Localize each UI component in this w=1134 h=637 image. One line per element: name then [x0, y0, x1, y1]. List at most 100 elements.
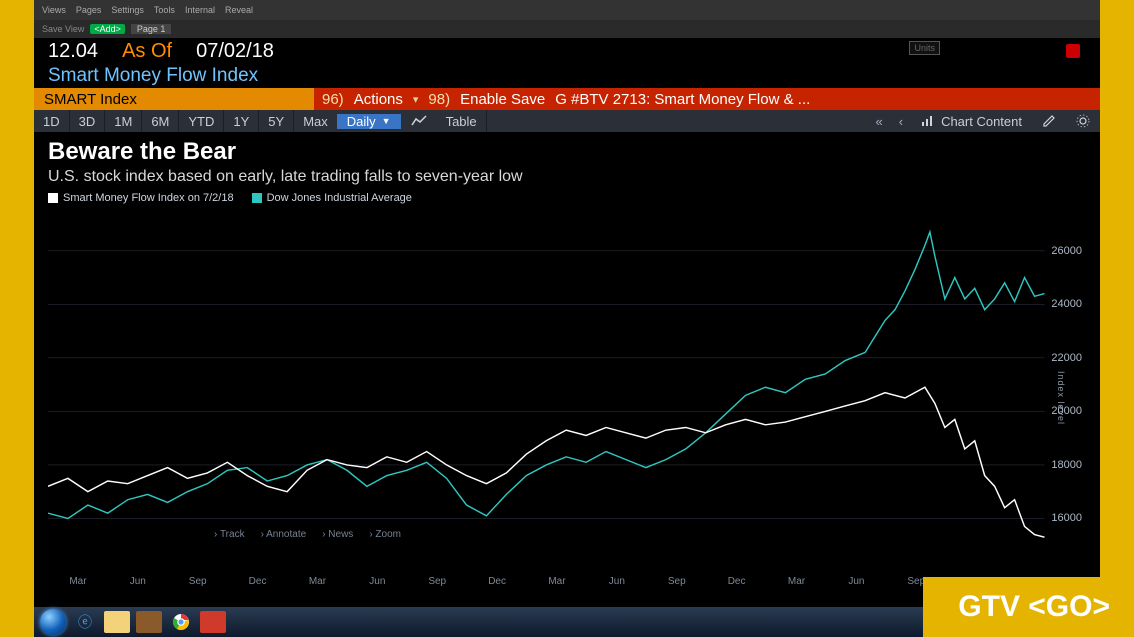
y-tick-label: 18000: [1051, 459, 1082, 471]
menu-item[interactable]: Views: [42, 5, 66, 15]
x-tick-label: Mar: [309, 576, 326, 587]
alert-indicator-icon[interactable]: [1066, 44, 1080, 58]
terminal-tabbar: Save View <Add> Page 1: [34, 20, 1100, 38]
chart-content-button[interactable]: Chart Content: [911, 114, 1032, 129]
legend-item-djia[interactable]: Dow Jones Industrial Average: [252, 192, 412, 204]
x-tick-label: Dec: [249, 576, 267, 587]
chart-type-icon[interactable]: [401, 115, 437, 127]
x-tick-label: Jun: [609, 576, 625, 587]
legend-label: Smart Money Flow Index on 7/2/18: [63, 192, 234, 204]
period-1m[interactable]: 1M: [105, 110, 142, 132]
period-ytd[interactable]: YTD: [179, 110, 224, 132]
settings-icon[interactable]: [1066, 114, 1100, 128]
tool-annotate[interactable]: Annotate: [261, 529, 307, 540]
asof-row: 12.04 As Of 07/02/18 Units: [34, 38, 1100, 64]
x-tick-label: Sep: [428, 576, 446, 587]
chart-tool-hints: Track Annotate News Zoom: [214, 529, 401, 540]
action-bar: SMART Index 96) Actions ▾ 98) Enable Sav…: [34, 88, 1100, 110]
chart-content-icon: [921, 115, 935, 127]
x-tick-label: Mar: [69, 576, 86, 587]
x-tick-label: Dec: [728, 576, 746, 587]
legend-label: Dow Jones Industrial Average: [267, 192, 412, 204]
ticker-input[interactable]: SMART Index: [34, 88, 314, 110]
chart-svg: [48, 224, 1086, 572]
ie-icon[interactable]: ⓔ: [72, 611, 98, 633]
chart-legend: Smart Money Flow Index on 7/2/18 Dow Jon…: [34, 186, 1100, 204]
gtv-go-badge: GTV <GO>: [923, 577, 1134, 637]
app-icon[interactable]: [200, 611, 226, 633]
tool-track[interactable]: Track: [214, 529, 245, 540]
y-tick-label: 20000: [1051, 405, 1082, 417]
period-3d[interactable]: 3D: [70, 110, 106, 132]
y-tick-label: 26000: [1051, 245, 1082, 257]
x-tick-label: Jun: [130, 576, 146, 587]
chevron-down-icon: ▼: [382, 116, 391, 126]
frequency-dropdown[interactable]: Daily ▼: [337, 114, 401, 129]
x-tick-label: Jun: [848, 576, 864, 587]
legend-swatch: [252, 193, 262, 203]
x-tick-label: Sep: [189, 576, 207, 587]
scroll-left-icon[interactable]: «: [867, 114, 890, 129]
menu-item[interactable]: Settings: [111, 5, 144, 15]
period-5y[interactable]: 5Y: [259, 110, 294, 132]
x-tick-label: Sep: [668, 576, 686, 587]
actions-menu[interactable]: Actions: [354, 91, 403, 108]
period-6m[interactable]: 6M: [142, 110, 179, 132]
tool-news[interactable]: News: [322, 529, 353, 540]
menu-item[interactable]: Reveal: [225, 5, 253, 15]
terminal-menubar: Views Pages Settings Tools Internal Reve…: [34, 0, 1100, 20]
x-tick-label: Jun: [369, 576, 385, 587]
enable-save-button[interactable]: Enable Save: [460, 91, 545, 108]
save-view-button[interactable]: Save View: [42, 24, 84, 34]
x-axis: Mar Jun Sep Dec Mar Jun Sep Dec Mar Jun Sep Dec Mar J…: [48, 576, 1046, 590]
y-tick-label: 16000: [1051, 512, 1082, 524]
period-max[interactable]: Max: [294, 110, 337, 132]
chart-subtitle: U.S. stock index based on early, late tr…: [48, 168, 1086, 186]
chart-area: Beware the Bear U.S. stock index based o…: [34, 132, 1100, 600]
menu-number: 98): [428, 91, 450, 108]
legend-swatch: [48, 193, 58, 203]
chrome-icon[interactable]: [168, 611, 194, 633]
asof-label: As Of: [122, 40, 172, 63]
tool-zoom[interactable]: Zoom: [369, 529, 401, 540]
period-1y[interactable]: 1Y: [224, 110, 259, 132]
chart-headline: Beware the Bear U.S. stock index based o…: [34, 132, 1100, 186]
menu-item[interactable]: Pages: [76, 5, 102, 15]
add-tab-button[interactable]: <Add>: [90, 24, 125, 34]
legend-item-smart[interactable]: Smart Money Flow Index on 7/2/18: [48, 192, 234, 204]
actions-strip: 96) Actions ▾ 98) Enable Save G #BTV 271…: [314, 88, 1100, 110]
gtv-logo-icon: [941, 606, 944, 609]
y-tick-label: 22000: [1051, 352, 1082, 364]
y-tick-label: 24000: [1051, 298, 1082, 310]
edit-icon[interactable]: [1032, 114, 1066, 128]
chart-content-label: Chart Content: [941, 114, 1022, 129]
page-tab[interactable]: Page 1: [131, 24, 172, 34]
explorer-icon[interactable]: [104, 611, 130, 633]
x-tick-label: Dec: [488, 576, 506, 587]
period-1d[interactable]: 1D: [34, 110, 70, 132]
menu-item[interactable]: Tools: [154, 5, 175, 15]
scroll-right-icon[interactable]: ‹: [891, 114, 911, 129]
gtv-go-text: GTV <GO>: [958, 590, 1110, 624]
frequency-label: Daily: [347, 114, 376, 129]
frame-right: [1100, 0, 1134, 637]
dropdown-arrow-icon: ▾: [413, 93, 419, 106]
page-title: Smart Money Flow Index: [34, 64, 1100, 88]
frame-left: [0, 0, 34, 637]
app-icon[interactable]: [136, 611, 162, 633]
y-axis: 16000 18000 20000 22000 24000 26000: [1042, 224, 1082, 572]
period-toolbar: 1D 3D 1M 6M YTD 1Y 5Y Max Daily ▼ Table …: [34, 110, 1100, 132]
units-tag[interactable]: Units: [909, 41, 940, 55]
menu-number: 96): [322, 91, 344, 108]
x-tick-label: Mar: [548, 576, 565, 587]
asof-date: 07/02/18: [196, 40, 274, 63]
menu-item[interactable]: Internal: [185, 5, 215, 15]
x-tick-label: Mar: [788, 576, 805, 587]
chart-title: Beware the Bear: [48, 138, 1086, 166]
table-button[interactable]: Table: [437, 110, 487, 132]
start-button-icon[interactable]: [40, 609, 66, 635]
chart-plot[interactable]: Index level: [48, 224, 1086, 572]
terminal-window: Views Pages Settings Tools Internal Reve…: [34, 0, 1100, 637]
broadcast-frame: Views Pages Settings Tools Internal Reve…: [0, 0, 1134, 637]
chart-title-tail: G #BTV 2713: Smart Money Flow & ...: [555, 91, 810, 108]
